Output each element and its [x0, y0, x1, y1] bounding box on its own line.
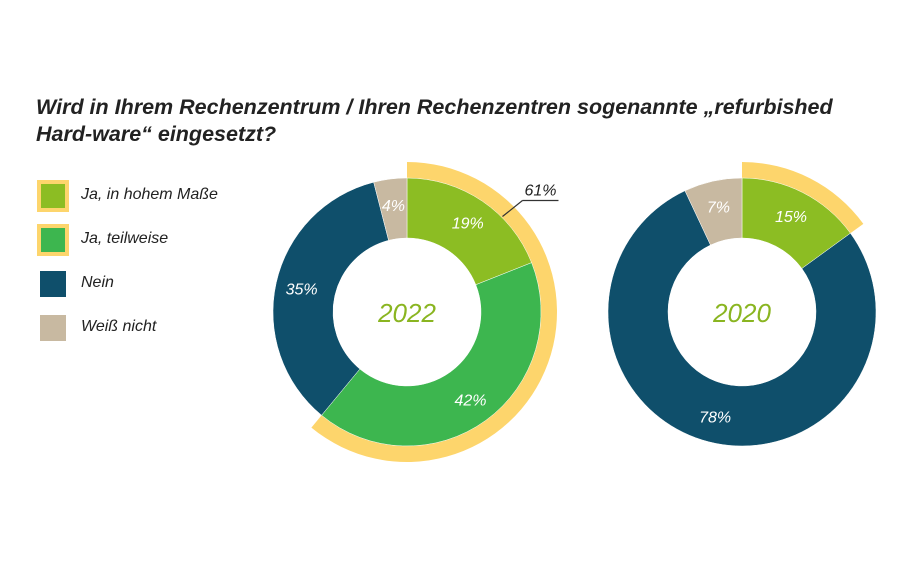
legend-label: Ja, in hohem Maße [81, 186, 218, 203]
data-label: 7% [707, 200, 730, 217]
donut-slice [321, 262, 542, 447]
legend-swatch [37, 224, 69, 256]
data-label: 42% [454, 392, 486, 409]
donut-slice [373, 177, 408, 241]
legend-label: Weiß nicht [81, 318, 157, 335]
legend-swatch [40, 271, 66, 297]
highlight-ring [311, 162, 557, 463]
legend-label: Nein [81, 274, 114, 291]
legend-swatch [37, 180, 69, 212]
donut-slice [607, 190, 877, 447]
data-label: 19% [452, 216, 484, 233]
data-label: 15% [775, 209, 807, 226]
legend-label: Ja, teilweise [81, 230, 169, 247]
data-label: 4% [382, 198, 405, 215]
center-label: 2022 [377, 298, 436, 328]
donut-slice [684, 177, 743, 246]
center-label: 2020 [712, 298, 771, 328]
chart-title: Wird in Ihrem Rechenzentrum / Ihren Rech… [36, 95, 833, 146]
legend-swatch [40, 315, 66, 341]
callout-line [502, 200, 523, 217]
donut-slice [272, 181, 389, 416]
combined-label: 61% [524, 183, 556, 200]
data-label: 78% [699, 410, 731, 427]
data-label: 35% [286, 281, 318, 298]
